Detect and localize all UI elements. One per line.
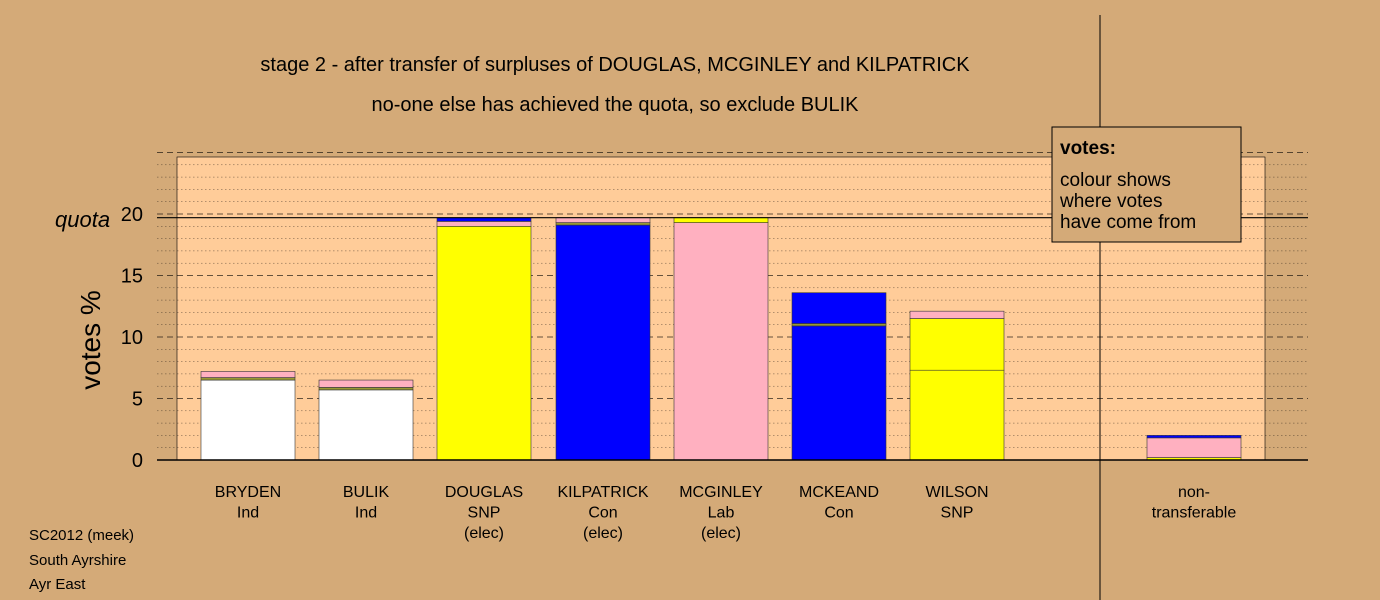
candidate-party: Con [824, 505, 853, 522]
legend-line-1: colour shows [1060, 170, 1171, 191]
bar-segment [1146, 437, 1242, 458]
bar-segment [909, 310, 1005, 319]
candidate-name: DOUGLAS [445, 484, 523, 501]
candidate-name: non- [1178, 484, 1210, 501]
chart-title: stage 2 - after transfer of surpluses of… [260, 54, 970, 76]
legend-box: votes: colour shows where votes have com… [1051, 126, 1242, 243]
y-tick-label: 10 [121, 327, 143, 349]
y-tick-label: 20 [121, 204, 143, 226]
bar-segment [791, 323, 887, 327]
candidate-name: MCKEAND [799, 484, 879, 501]
bar-segment [673, 222, 769, 461]
candidate-party: transferable [1152, 505, 1237, 522]
bar-segment [318, 379, 414, 388]
y-ticks: 0 5 10 15 20 [121, 204, 143, 472]
candidate-status: (elec) [583, 525, 623, 542]
candidate-status: (elec) [701, 525, 741, 542]
bar-segment [436, 221, 532, 227]
candidate-party: Ind [237, 505, 259, 522]
y-tick-label: 15 [121, 266, 143, 288]
bar-segment [200, 377, 296, 381]
quota-label: quota [55, 207, 110, 232]
candidate-name: KILPATRICK [558, 484, 649, 501]
bar-segment [909, 369, 1005, 461]
bar-segment [791, 325, 887, 461]
candidate-party: Con [588, 505, 617, 522]
candidate-name: BRYDEN [215, 484, 281, 501]
bars [200, 217, 1242, 461]
candidate-party: SNP [468, 505, 501, 522]
legend-title: votes: [1060, 138, 1116, 159]
x-labels: BRYDEN Ind BULIK Ind DOUGLAS SNP (elec) KILPATR… [215, 484, 1237, 542]
y-tick-label: 0 [132, 450, 143, 472]
candidate-name: BULIK [343, 484, 390, 501]
chart-subtitle: no-one else has achieved the quota, so e… [372, 94, 860, 116]
bar-segment [555, 222, 651, 226]
bar-segment [436, 226, 532, 461]
bar-segment [1146, 435, 1242, 439]
footer-line-2: South Ayrshire [29, 552, 126, 569]
bar-segment [200, 371, 296, 378]
bar-segment [791, 292, 887, 324]
bar-douglas [436, 217, 532, 461]
bar-mcginley [673, 217, 769, 461]
footer-line-3: Ayr East [29, 576, 86, 593]
bar-segment [555, 224, 651, 461]
bar-segment [200, 379, 296, 461]
bar-kilpatrick [555, 217, 651, 461]
legend-line-2: where votes [1059, 191, 1162, 212]
legend-line-3: have come from [1060, 212, 1196, 233]
footer-line-1: SC2012 (meek) [29, 527, 134, 544]
bar-segment [909, 318, 1005, 371]
candidate-name: MCGINLEY [679, 484, 763, 501]
bar-segment [318, 389, 414, 461]
bar-bulik [318, 379, 414, 461]
bar-mckeand [791, 292, 887, 461]
legend-box-frame [1051, 126, 1242, 243]
y-axis-label: votes % [75, 290, 106, 390]
candidate-party: Lab [708, 505, 735, 522]
candidate-status: (elec) [464, 525, 504, 542]
bar-segment [673, 217, 769, 223]
bar-segment [555, 217, 651, 223]
y-tick-label: 5 [132, 389, 143, 411]
candidate-name: WILSON [925, 484, 988, 501]
candidate-party: Ind [355, 505, 377, 522]
bar-segment [318, 387, 414, 391]
bar-bryden [200, 371, 296, 461]
candidate-party: SNP [941, 505, 974, 522]
bar-wilson [909, 310, 1005, 461]
bar-non [1146, 435, 1242, 461]
